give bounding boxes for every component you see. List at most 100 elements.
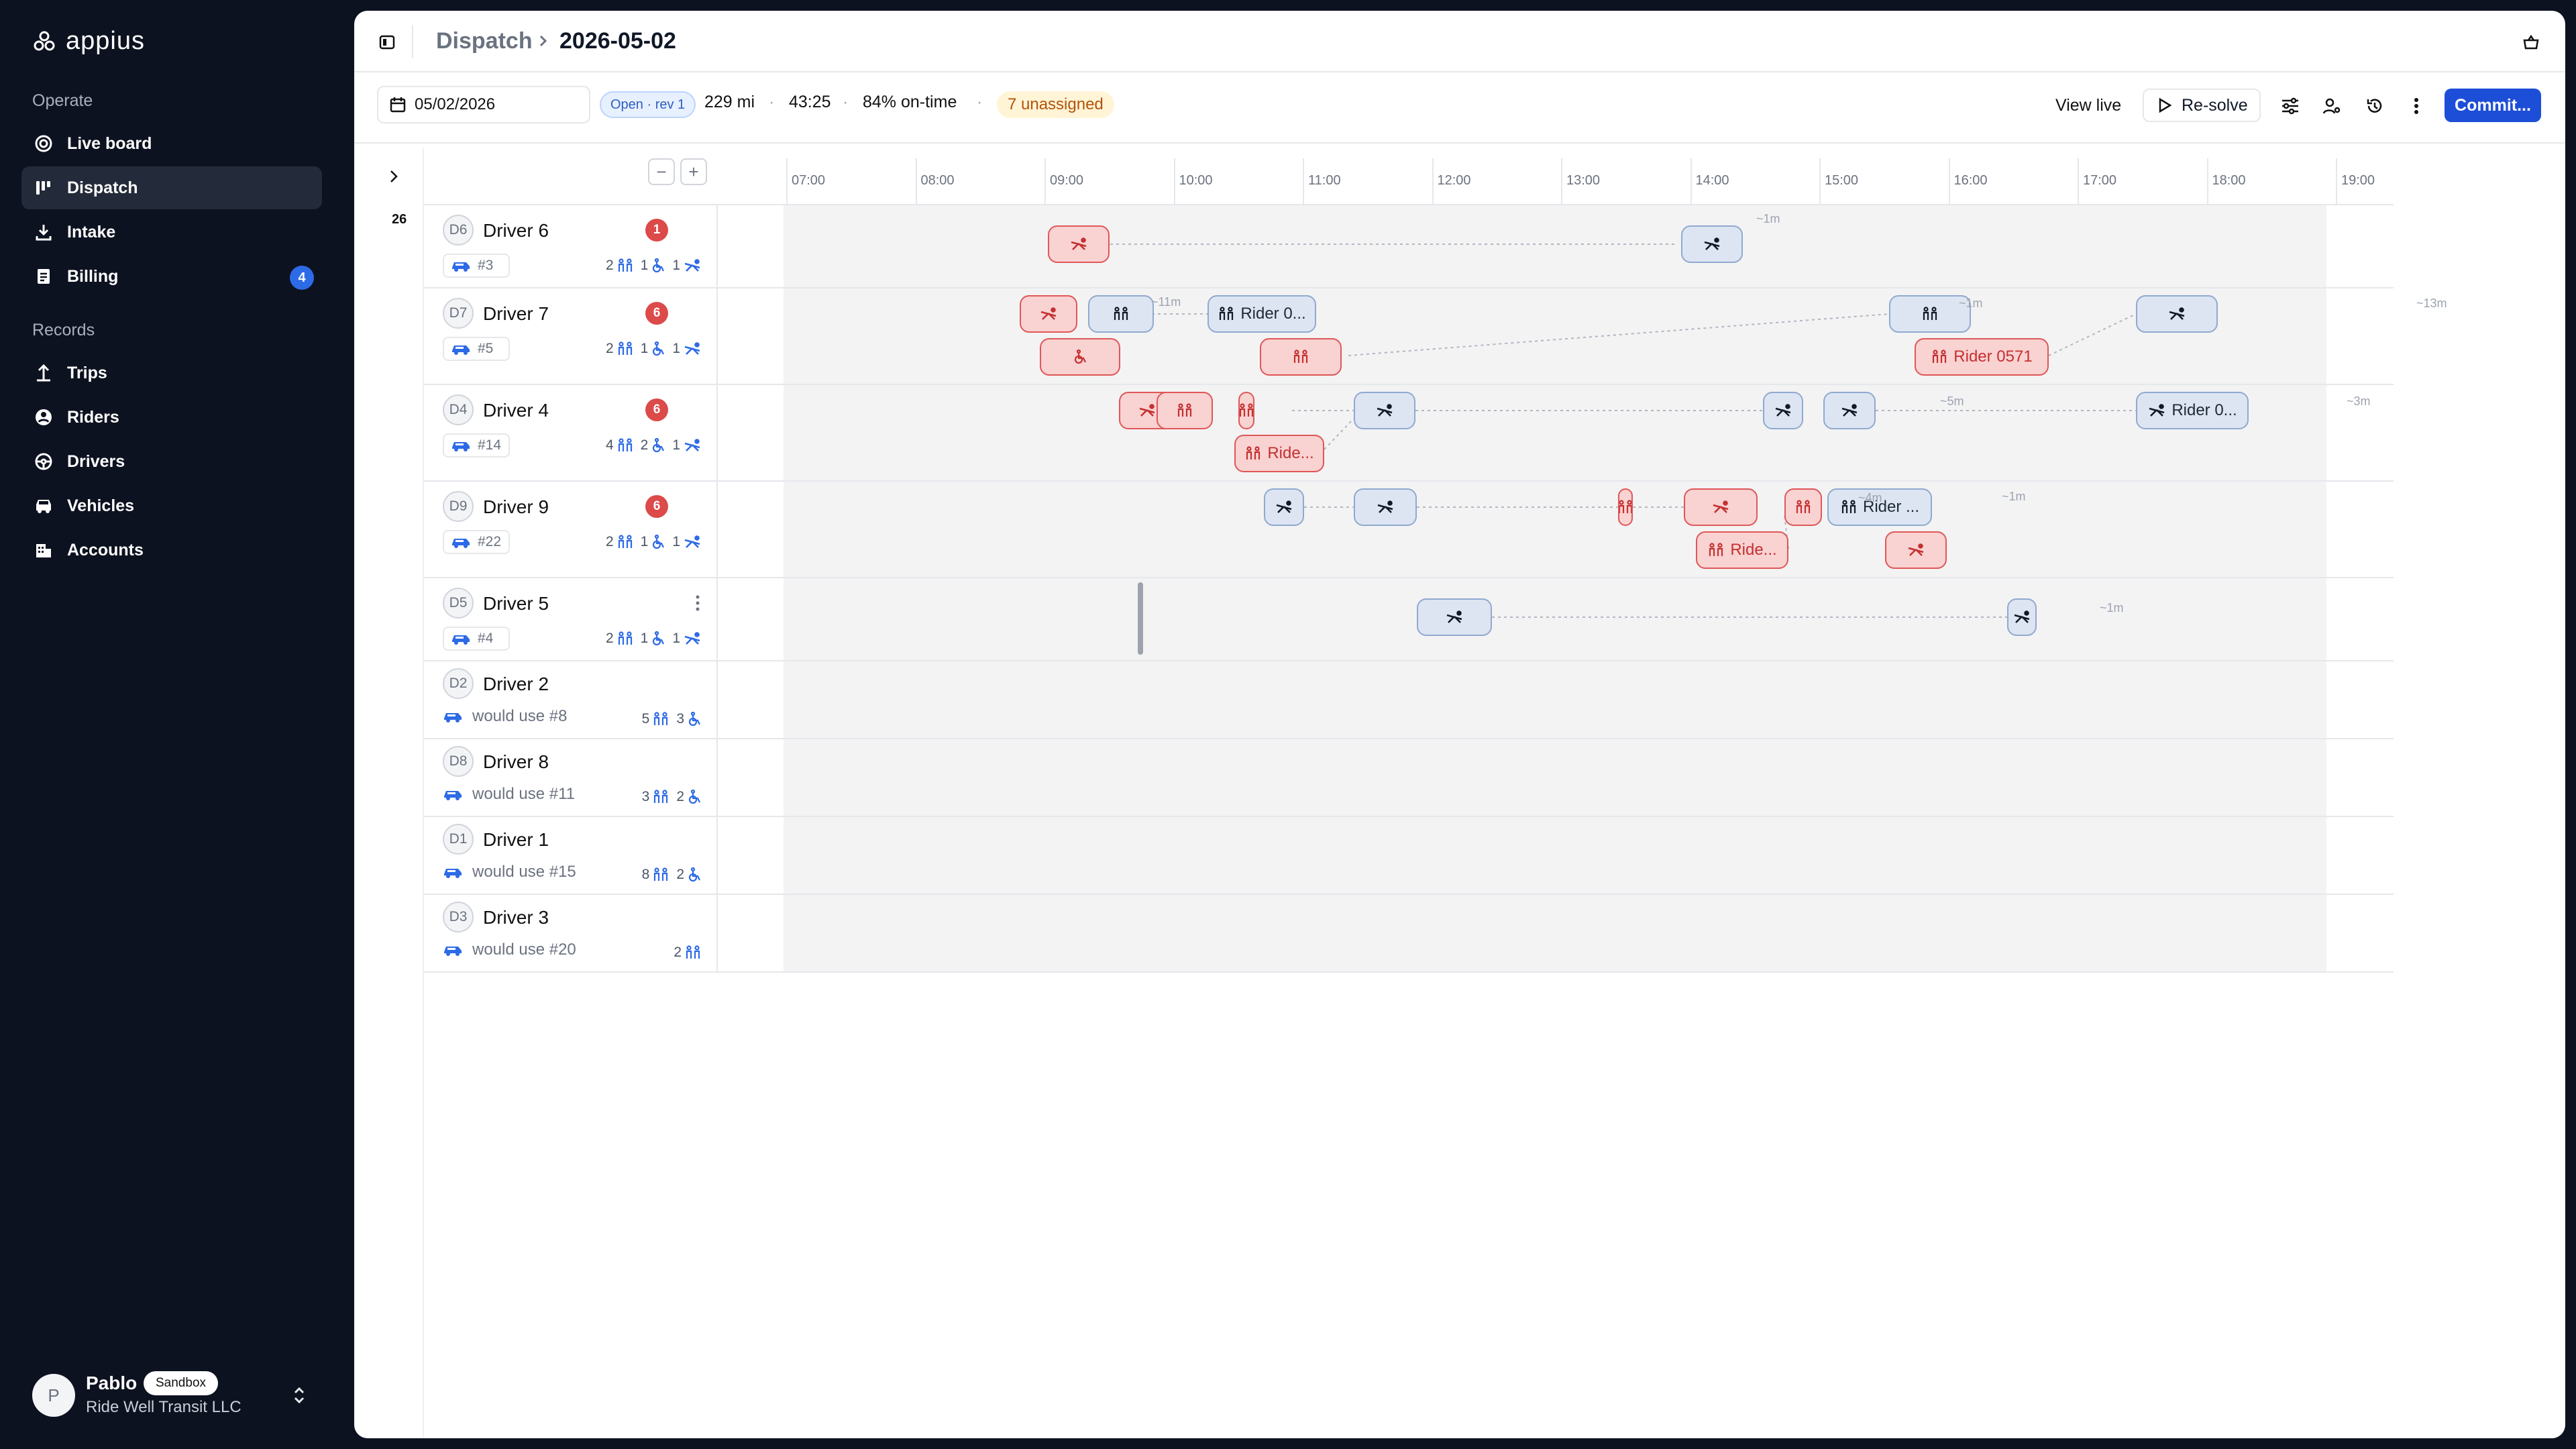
- sidebar-item-live-board[interactable]: Live board: [21, 122, 322, 165]
- sidebar-item-vehicles[interactable]: Vehicles: [21, 484, 322, 527]
- driver-row[interactable]: D9 Driver 9 6 #22 2 1 1 Rider ... Ride... ~4m ~1m: [424, 482, 2394, 578]
- unassigned-badge[interactable]: 7 unassigned: [997, 91, 1114, 118]
- user-settings-icon[interactable]: [2318, 93, 2345, 119]
- sidebar-item-billing[interactable]: Billing 4: [21, 255, 322, 298]
- stretcher-icon: [1840, 403, 1859, 418]
- trip-segment[interactable]: Rider 0...: [1208, 295, 1316, 333]
- vehicle-chip[interactable]: #5: [443, 337, 510, 361]
- driver-lane[interactable]: [719, 739, 2394, 816]
- driver-name[interactable]: Driver 5: [483, 593, 549, 614]
- chevron-up-down-icon[interactable]: [291, 1385, 307, 1406]
- more-options-icon[interactable]: [695, 594, 700, 612]
- trip-segment[interactable]: [1823, 392, 1876, 429]
- resolve-button[interactable]: Re-solve: [2143, 89, 2261, 122]
- trip-segment[interactable]: [2136, 295, 2218, 333]
- breadcrumb-dispatch[interactable]: Dispatch: [436, 28, 533, 54]
- driver-row[interactable]: D5 Driver 5 #4 2 1 1 ~1m: [424, 578, 2394, 661]
- trip-segment-late[interactable]: [1260, 338, 1342, 376]
- driver-row[interactable]: D3 Driver 3 would use #20 2: [424, 895, 2394, 973]
- trip-segment[interactable]: [1354, 392, 1415, 429]
- sidebar-item-accounts[interactable]: Accounts: [21, 529, 322, 572]
- driver-row[interactable]: D7 Driver 7 6 #5 2 1 1 Rider 0... Rider 0571 ~11…: [424, 288, 2447, 385]
- driver-name[interactable]: Driver 3: [483, 907, 549, 928]
- trip-segment-late[interactable]: Ride...: [1234, 435, 1324, 472]
- trip-segment-late[interactable]: [1020, 295, 1077, 333]
- driver-name[interactable]: Driver 4: [483, 400, 549, 421]
- sidebar-item-riders[interactable]: Riders: [21, 396, 322, 439]
- trip-segment[interactable]: [1264, 488, 1304, 526]
- vehicle-chip[interactable]: #14: [443, 433, 510, 458]
- driver-name[interactable]: Driver 1: [483, 829, 549, 850]
- view-live-button[interactable]: View live: [2055, 95, 2122, 115]
- trip-segment[interactable]: Rider 0...: [2136, 392, 2249, 429]
- zoom-out-button[interactable]: −: [648, 158, 675, 185]
- sidebar-item-dispatch[interactable]: Dispatch: [21, 166, 322, 209]
- driver-lane[interactable]: ~1m: [719, 205, 2394, 287]
- driver-row[interactable]: D1 Driver 1 would use #15 8 2: [424, 817, 2394, 895]
- basket-icon[interactable]: [2522, 34, 2540, 51]
- trip-segment[interactable]: [2007, 598, 2037, 636]
- user-menu[interactable]: P Pablo Sandbox Ride Well Transit LLC: [32, 1371, 322, 1419]
- driver-lane[interactable]: [719, 817, 2394, 894]
- ambulatory-icon: [616, 535, 634, 549]
- trip-segment-late[interactable]: [1040, 338, 1120, 376]
- alert-count-badge: 1: [645, 219, 668, 241]
- driver-row[interactable]: D8 Driver 8 would use #11 3 2: [424, 739, 2394, 817]
- sidebar-item-trips[interactable]: Trips: [21, 352, 322, 394]
- trip-segment-late[interactable]: [1784, 488, 1822, 526]
- sidebar-item-drivers[interactable]: Drivers: [21, 440, 322, 483]
- vehicle-chip[interactable]: #4: [443, 627, 510, 651]
- sidebar-item-intake[interactable]: Intake: [21, 211, 322, 254]
- driver-lane[interactable]: ~1m: [719, 578, 2394, 660]
- wheelchair-icon: [1073, 350, 1087, 364]
- brand-logo[interactable]: appius: [32, 27, 145, 56]
- ambulatory-count: 2: [605, 341, 614, 356]
- trip-connector: [1492, 616, 2007, 618]
- driver-name[interactable]: Driver 8: [483, 751, 549, 772]
- trip-segment[interactable]: [1354, 488, 1417, 526]
- trip-segment[interactable]: [1889, 295, 1971, 333]
- trip-segment-late[interactable]: [1684, 488, 1758, 526]
- date-picker[interactable]: 05/02/2026: [377, 86, 590, 123]
- vehicle-chip[interactable]: #3: [443, 254, 510, 278]
- trip-segment-late[interactable]: [1618, 488, 1633, 526]
- driver-row[interactable]: D6 Driver 6 1 #3 2 1 1 ~1m: [424, 205, 2394, 288]
- lane-after-shift: [2326, 205, 2394, 287]
- dispatch-icon: [34, 178, 54, 198]
- driver-name[interactable]: Driver 2: [483, 674, 549, 694]
- trip-segment-late[interactable]: [1885, 531, 1947, 569]
- trip-segment-late[interactable]: [1238, 392, 1254, 429]
- driver-lane[interactable]: Rider 0... Rider 0571 ~11m ~1m ~13m: [719, 288, 2447, 384]
- trip-segment-late[interactable]: [1157, 392, 1213, 429]
- shift-boundary-handle[interactable]: [1138, 582, 1143, 655]
- chevron-right-icon: [535, 34, 550, 48]
- driver-name[interactable]: Driver 7: [483, 303, 549, 324]
- driver-lane[interactable]: Rider ... Ride... ~4m ~1m: [719, 482, 2394, 577]
- trip-segment-late[interactable]: [1048, 225, 1110, 263]
- trip-segment[interactable]: Rider ...: [1827, 488, 1932, 526]
- driver-row[interactable]: D4 Driver 4 6 #14 4 2 1 Rider 0... Ride... ~5m ~3…: [424, 385, 2394, 482]
- vehicle-chip[interactable]: #22: [443, 530, 510, 554]
- driver-name[interactable]: Driver 9: [483, 496, 549, 517]
- driver-lane[interactable]: Rider 0... Ride... ~5m ~3m: [719, 385, 2394, 480]
- history-icon[interactable]: [2361, 93, 2388, 119]
- more-options-icon[interactable]: [2403, 93, 2430, 119]
- trip-segment[interactable]: [1681, 225, 1743, 263]
- driver-lane[interactable]: [719, 895, 2394, 971]
- expand-panel-chevron-icon[interactable]: [385, 168, 402, 185]
- filter-sliders-icon[interactable]: [2277, 93, 2304, 119]
- trip-segment[interactable]: [1088, 295, 1154, 333]
- commit-button[interactable]: Commit...: [2445, 89, 2541, 122]
- zoom-in-button[interactable]: +: [680, 158, 707, 185]
- vehicle-number: #22: [478, 534, 502, 549]
- lane-after-shift: [2326, 895, 2394, 971]
- trip-segment[interactable]: [1417, 598, 1492, 636]
- driver-lane[interactable]: [719, 661, 2394, 738]
- trip-segment-late[interactable]: Rider 0571: [1915, 338, 2049, 376]
- trip-segment-late[interactable]: Ride...: [1696, 531, 1788, 569]
- driver-name[interactable]: Driver 6: [483, 220, 549, 241]
- driver-row[interactable]: D2 Driver 2 would use #8 5 3: [424, 661, 2394, 739]
- trip-segment[interactable]: [1763, 392, 1803, 429]
- sidebar-toggle-icon[interactable]: [378, 34, 396, 51]
